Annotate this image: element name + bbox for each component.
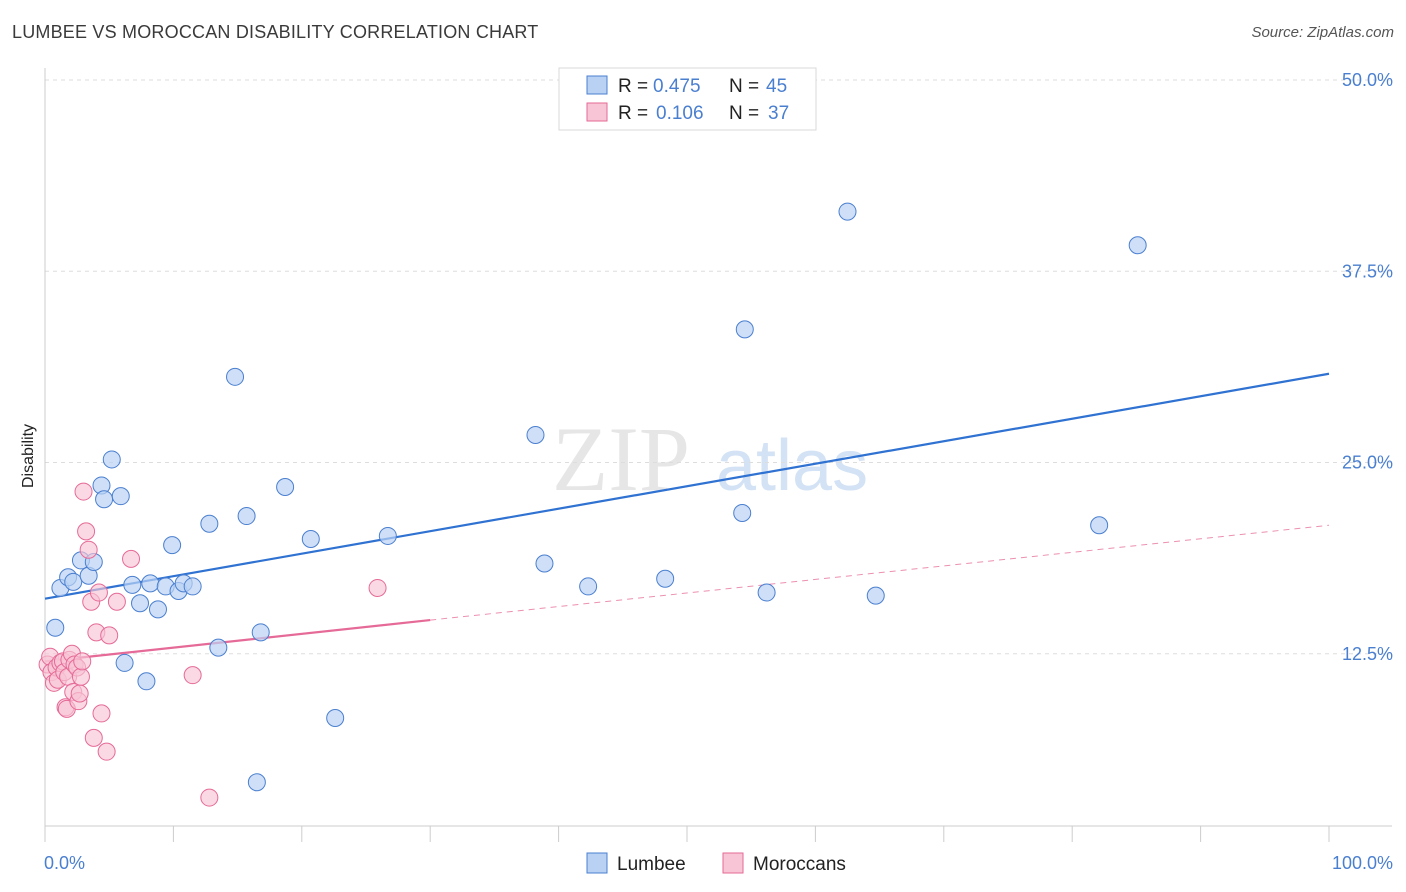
point-moroccan (97, 742, 116, 761)
correlation-legend: R = 0.475 N = 45 R = 0.106 N = 37 (558, 67, 817, 131)
bottom-legend-swatch-moroccan (722, 852, 744, 874)
point-lumbee (200, 514, 219, 533)
point-lumbee (137, 672, 156, 691)
trend-line-moroccan (44, 618, 431, 663)
gridlines (45, 79, 1392, 655)
point-lumbee (378, 526, 397, 545)
point-lumbee (247, 773, 266, 792)
point-moroccan (107, 592, 126, 611)
point-moroccan (92, 704, 111, 723)
y-axis-title: Disability (20, 424, 37, 488)
data-points (38, 202, 1147, 807)
chart-title: LUMBEE VS MOROCCAN DISABILITY CORRELATIO… (12, 22, 539, 42)
point-lumbee (656, 569, 675, 588)
point-moroccan (79, 540, 98, 559)
point-lumbee (141, 574, 160, 593)
legend-swatch-lumbee (586, 75, 608, 95)
point-lumbee (237, 507, 256, 526)
point-lumbee (326, 709, 345, 728)
legend-r-value-lumbee: 0.475 (653, 76, 701, 97)
point-lumbee (1128, 236, 1147, 255)
bottom-legend-label-lumbee: Lumbee (617, 854, 686, 875)
point-moroccan (100, 626, 119, 645)
point-lumbee (226, 367, 245, 386)
point-lumbee (733, 503, 752, 522)
point-lumbee (183, 577, 202, 596)
point-moroccan (200, 788, 219, 807)
point-lumbee (131, 594, 150, 613)
point-moroccan (89, 583, 108, 602)
x-tick-label-max: 100.0% (1332, 853, 1393, 873)
point-lumbee (866, 586, 885, 605)
point-lumbee (148, 600, 167, 619)
trend-line-lumbee (44, 372, 1330, 600)
legend-n-label-lumbee: N = (729, 76, 759, 97)
y-tick-label: 37.5% (1342, 261, 1393, 281)
watermark-atlas: atlas (716, 426, 868, 506)
point-lumbee (163, 536, 182, 555)
point-moroccan (84, 728, 103, 747)
point-lumbee (102, 450, 121, 469)
series-legend: Lumbee Moroccans (586, 852, 846, 875)
axes (44, 68, 1392, 827)
point-lumbee (209, 638, 228, 657)
point-moroccan (70, 684, 89, 703)
bottom-legend-label-moroccan: Moroccans (753, 854, 846, 875)
point-lumbee (46, 618, 65, 637)
x-ticks (44, 826, 1330, 842)
legend-n-value-moroccan: 37 (768, 103, 789, 124)
y-tick-labels: 12.5% 25.0% 37.5% 50.0% (1342, 70, 1393, 664)
y-tick-label: 25.0% (1342, 453, 1393, 473)
point-moroccan (368, 578, 387, 597)
point-lumbee (95, 490, 114, 509)
legend-n-value-lumbee: 45 (766, 76, 787, 97)
legend-n-label-moroccan: N = (729, 103, 759, 124)
source-label: Source: ZipAtlas.com (1251, 24, 1394, 41)
y-tick-label: 50.0% (1342, 70, 1393, 90)
point-lumbee (276, 477, 295, 496)
point-lumbee (535, 554, 554, 573)
point-lumbee (115, 653, 134, 672)
legend-swatch-moroccan (586, 102, 608, 122)
point-lumbee (526, 425, 545, 444)
y-tick-label: 12.5% (1342, 644, 1393, 664)
legend-r-label-lumbee: R = (618, 76, 648, 97)
bottom-legend-swatch-lumbee (586, 852, 608, 874)
point-lumbee (123, 575, 142, 594)
point-moroccan (73, 652, 92, 671)
legend-r-value-moroccan: 0.106 (656, 103, 704, 124)
trend-line-moroccan-extension (430, 524, 1330, 621)
trend-lines (44, 372, 1330, 663)
point-lumbee (838, 202, 857, 221)
point-lumbee (757, 583, 776, 602)
point-lumbee (735, 320, 754, 339)
point-lumbee (64, 572, 83, 591)
point-lumbee (251, 623, 270, 642)
point-moroccan (74, 482, 93, 501)
point-moroccan (77, 522, 96, 541)
legend-r-label-moroccan: R = (618, 103, 648, 124)
watermark-zip: ZIP (552, 408, 690, 510)
point-lumbee (111, 487, 130, 506)
point-lumbee (301, 530, 320, 548)
x-tick-label-min: 0.0% (44, 853, 85, 873)
point-moroccan (183, 666, 202, 685)
point-moroccan (122, 549, 141, 568)
point-moroccan (71, 667, 90, 686)
point-lumbee (579, 577, 598, 596)
point-lumbee (1090, 516, 1109, 535)
